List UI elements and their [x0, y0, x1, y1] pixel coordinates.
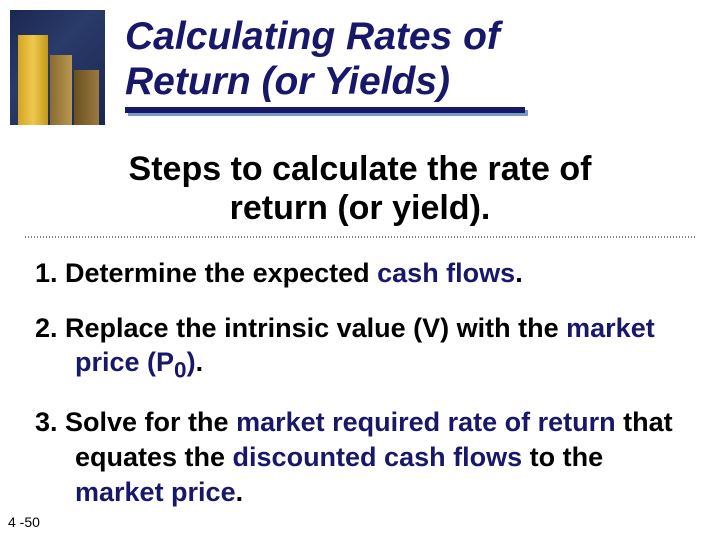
item-text: 1. Determine the expected [35, 258, 377, 288]
title-line1: Calculating Rates of [125, 15, 500, 58]
list-item: 3. Solve for the market required rate of… [35, 405, 685, 509]
building-icon [50, 55, 72, 125]
building-icon [74, 70, 99, 125]
subtitle-line2: return (or yield). [230, 189, 491, 227]
title-underline [125, 107, 525, 117]
highlight: market price [75, 477, 236, 507]
slide-title: Calculating Rates of Return (or Yields) [125, 15, 525, 105]
list-item: 2. Replace the intrinsic value (V) with … [35, 311, 685, 386]
title-block: Calculating Rates of Return (or Yields) [105, 10, 525, 117]
subtitle-line1: Steps to calculate the rate of [129, 150, 592, 188]
highlight: discounted cash flows [233, 442, 523, 472]
header-image [10, 10, 105, 125]
steps-list: 1. Determine the expected cash flows. 2.… [0, 238, 720, 509]
title-line2: Return (or Yields) [125, 60, 450, 103]
subscript: 0 [174, 358, 187, 383]
item-text: . [196, 347, 204, 377]
item-text: 2. Replace the intrinsic value (V) with … [35, 313, 566, 343]
building-icon [18, 35, 48, 125]
item-text: . [236, 477, 244, 507]
highlight: cash flows [377, 258, 515, 288]
highlight-text: ) [187, 347, 196, 377]
subtitle: Steps to calculate the rate of return (o… [40, 150, 680, 228]
item-text: to the [522, 442, 603, 472]
highlight: market required rate of return [236, 407, 616, 437]
item-text: . [515, 258, 523, 288]
item-text: 3. Solve for the [35, 407, 236, 437]
list-item: 1. Determine the expected cash flows. [35, 256, 685, 291]
underline-main [125, 107, 525, 113]
slide-number: 4 -50 [8, 514, 40, 530]
header: Calculating Rates of Return (or Yields) [0, 0, 720, 125]
